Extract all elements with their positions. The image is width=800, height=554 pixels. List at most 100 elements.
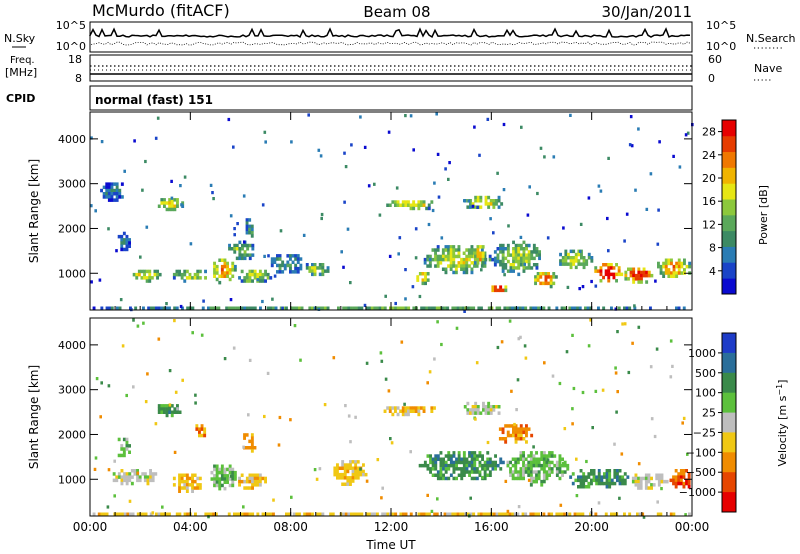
echo-cell bbox=[175, 306, 179, 310]
echo-cell bbox=[412, 203, 416, 207]
echo-cell bbox=[495, 405, 498, 409]
echo-cell bbox=[115, 249, 118, 253]
echo-cell bbox=[544, 272, 548, 276]
echo-cell bbox=[503, 512, 507, 516]
echo-cell bbox=[115, 182, 119, 186]
echo-cell bbox=[537, 476, 541, 481]
echo-cell bbox=[97, 512, 101, 516]
echo-cell bbox=[102, 185, 106, 190]
echo-cell bbox=[243, 256, 247, 261]
echo-cell bbox=[457, 457, 461, 461]
echo-cell bbox=[446, 512, 450, 516]
echo-cell bbox=[391, 200, 395, 204]
echo-cell bbox=[256, 473, 260, 477]
echo-cell bbox=[634, 188, 637, 192]
echo-cell bbox=[535, 470, 538, 474]
echo-cell bbox=[675, 264, 679, 269]
echo-cell bbox=[231, 483, 235, 488]
echo-cell bbox=[180, 486, 184, 490]
echo-cell bbox=[637, 476, 640, 481]
echo-cell bbox=[223, 271, 227, 275]
echo-cell bbox=[285, 306, 288, 310]
echo-cell bbox=[476, 257, 480, 262]
echo-cell bbox=[165, 410, 169, 414]
echo-cell bbox=[457, 454, 461, 458]
echo-cell bbox=[657, 483, 661, 487]
echo-cell bbox=[173, 306, 177, 310]
echo-cell bbox=[447, 248, 450, 252]
echo-cell bbox=[613, 475, 617, 479]
echo-cell bbox=[679, 475, 683, 479]
nave-tick-top: 60 bbox=[708, 53, 722, 66]
echo-cell bbox=[493, 263, 497, 267]
echo-cell bbox=[245, 433, 249, 437]
echo-cell bbox=[527, 460, 531, 465]
echo-cell bbox=[537, 470, 541, 474]
echo-cell bbox=[615, 263, 618, 267]
echo-cell bbox=[482, 405, 485, 409]
echo-cell bbox=[462, 467, 466, 471]
echo-cell bbox=[333, 472, 337, 477]
echo-cell bbox=[251, 247, 255, 251]
echo-cell bbox=[644, 486, 648, 490]
echo-cell bbox=[115, 195, 119, 199]
echo-cell bbox=[582, 256, 586, 260]
echo-cell bbox=[504, 479, 508, 483]
echo-cell bbox=[386, 512, 390, 516]
echo-cell bbox=[250, 224, 254, 229]
echo-cell bbox=[436, 245, 440, 249]
echo-cell bbox=[569, 256, 573, 260]
echo-cell bbox=[517, 430, 521, 435]
echo-cell bbox=[532, 263, 536, 267]
echo-cell bbox=[125, 393, 128, 398]
echo-cell bbox=[490, 306, 494, 310]
echo-cell bbox=[664, 258, 668, 262]
echo-cell bbox=[483, 254, 487, 259]
echo-cell bbox=[517, 243, 521, 248]
echo-cell bbox=[544, 281, 548, 286]
echo-cell bbox=[506, 269, 510, 273]
echo-cell bbox=[105, 195, 109, 199]
echo-cell bbox=[311, 272, 314, 277]
echo-cell bbox=[499, 285, 503, 289]
echo-cell bbox=[631, 476, 635, 481]
echo-cell bbox=[452, 245, 456, 249]
echo-cell bbox=[404, 114, 407, 118]
echo-cell bbox=[399, 409, 403, 413]
echo-cell bbox=[146, 481, 150, 486]
echo-cell bbox=[226, 480, 229, 484]
echo-cell bbox=[511, 473, 515, 477]
echo-cell bbox=[122, 453, 126, 458]
echo-cell bbox=[527, 470, 531, 474]
echo-cell bbox=[163, 404, 166, 408]
echo-cell bbox=[672, 481, 675, 486]
echo-cell bbox=[555, 512, 559, 516]
echo-cell bbox=[494, 288, 497, 293]
echo-cell bbox=[462, 457, 466, 461]
echo-cell bbox=[186, 512, 190, 516]
echo-cell bbox=[512, 256, 515, 261]
echo-cell bbox=[226, 474, 229, 478]
echo-cell bbox=[126, 512, 130, 516]
echo-cell bbox=[600, 478, 604, 483]
echo-cell bbox=[399, 203, 403, 207]
echo-cell bbox=[581, 512, 585, 516]
echo-cell bbox=[637, 462, 641, 466]
echo-cell bbox=[160, 404, 164, 408]
echo-cell bbox=[426, 278, 430, 282]
echo-cell bbox=[509, 253, 513, 257]
echo-cell bbox=[215, 470, 219, 475]
echo-cell bbox=[296, 254, 300, 258]
echo-cell bbox=[433, 512, 437, 516]
echo-cell bbox=[499, 259, 502, 264]
echo-cell bbox=[457, 248, 461, 252]
echo-cell bbox=[341, 472, 345, 477]
echo-cell bbox=[243, 243, 247, 248]
echo-cell bbox=[532, 250, 536, 254]
echo-cell bbox=[672, 154, 675, 158]
echo-cell bbox=[439, 470, 443, 474]
echo-cell bbox=[391, 406, 395, 410]
echo-cell bbox=[529, 454, 533, 458]
echo-cell bbox=[424, 275, 427, 279]
echo-cell bbox=[188, 476, 192, 481]
